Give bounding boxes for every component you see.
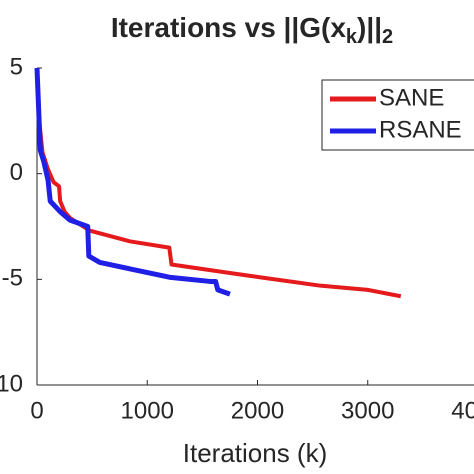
y-tick-label: -10 [0,370,23,397]
x-tick-label: 2000 [231,397,284,424]
chart-title: Iterations vs ||G(xk)||2 [111,12,393,48]
title-text: Iterations vs ||G(x [111,12,347,43]
title-subscript: k [346,26,358,48]
title-subscript: 2 [382,26,393,48]
x-axis-label: Iterations (k) [183,438,328,468]
y-tick-label: -5 [2,265,23,292]
legend-label: RSANE [379,116,462,143]
legend-label: SANE [379,84,444,111]
x-tick-label: 0 [30,397,43,424]
y-tick-label: 5 [10,53,23,80]
x-tick-label: 3000 [341,397,394,424]
y-tick-label: 0 [10,159,23,186]
x-tick-label: 1000 [121,397,174,424]
legend-box [321,79,474,151]
x-tick-label: 4000 [451,397,474,424]
line-series [34,67,231,297]
title-text: )|| [357,12,382,43]
